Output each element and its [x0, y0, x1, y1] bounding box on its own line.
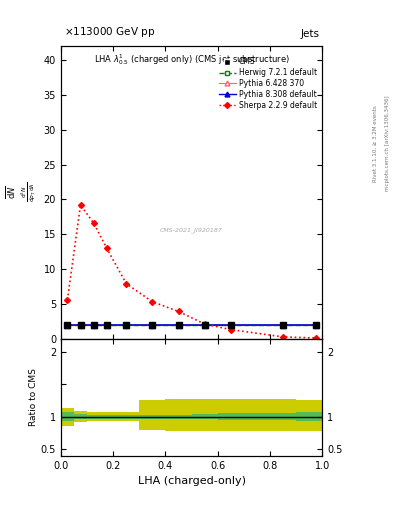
X-axis label: LHA (charged-only): LHA (charged-only): [138, 476, 246, 486]
Text: LHA $\lambda^{1}_{0.5}$ (charged only) (CMS jet substructure): LHA $\lambda^{1}_{0.5}$ (charged only) (…: [94, 52, 290, 67]
Y-axis label: Ratio to CMS: Ratio to CMS: [29, 368, 38, 426]
Text: Jets: Jets: [301, 29, 320, 39]
Text: Rivet 3.1.10, ≥ 3.2M events: Rivet 3.1.10, ≥ 3.2M events: [373, 105, 378, 182]
Text: CMS-2021_JI920187: CMS-2021_JI920187: [160, 227, 223, 233]
Text: $\times$113000 GeV pp: $\times$113000 GeV pp: [64, 25, 154, 39]
Y-axis label: $\mathit{1}$
$\overline{\mathrm{d}N}$
$\frac{\mathrm{d}^2N}{\mathrm{d}p_{\mathrm: $\mathit{1}$ $\overline{\mathrm{d}N}$ $\…: [0, 182, 38, 203]
Text: mcplots.cern.ch [arXiv:1306.3436]: mcplots.cern.ch [arXiv:1306.3436]: [385, 96, 389, 191]
Legend: CMS, Herwig 7.2.1 default, Pythia 6.428 370, Pythia 8.308 default, Sherpa 2.2.9 : CMS, Herwig 7.2.1 default, Pythia 6.428 …: [217, 56, 318, 112]
